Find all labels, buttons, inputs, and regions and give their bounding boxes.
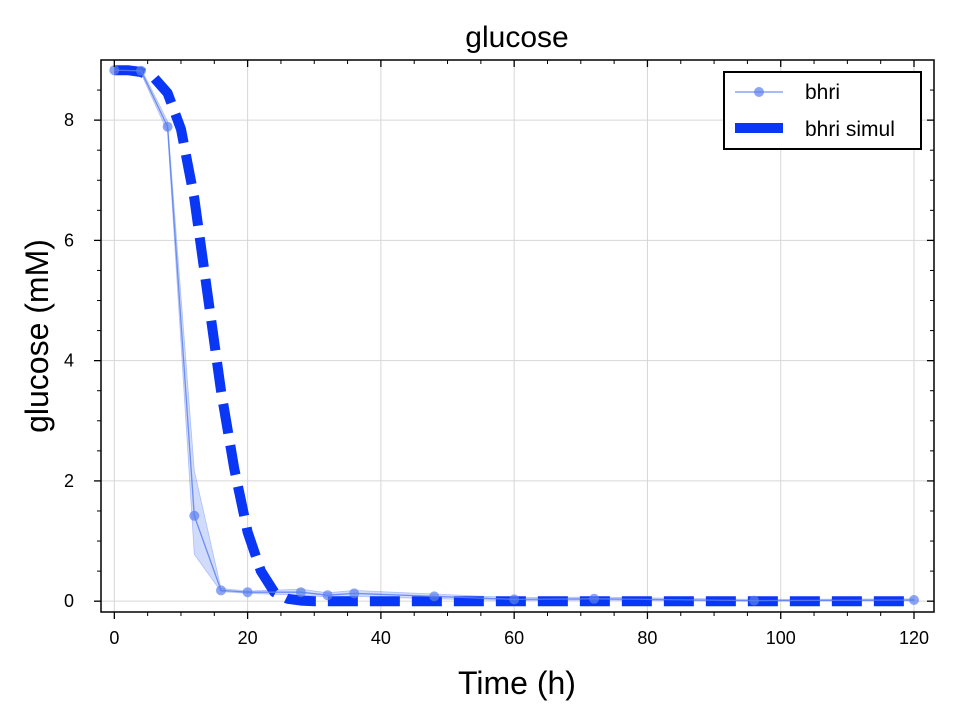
data-point-bhri [322,590,333,601]
x-tick-label: 120 [899,628,929,648]
series-layer [109,65,919,607]
data-point-bhri [109,65,120,76]
legend-box [723,71,922,150]
x-tick-label: 0 [109,628,119,648]
data-point-bhri [349,588,360,599]
data-point-bhri [509,594,520,605]
series-line-bhri [114,69,915,602]
series-line-bhri-simul [114,65,914,607]
legend-label-bhri: bhri [805,81,840,104]
y-tick-label: 2 [64,471,74,491]
data-point-bhri [162,121,173,132]
y-tick-label: 0 [64,591,74,611]
data-point-bhri [136,65,146,76]
x-tick-label: 80 [637,628,657,648]
data-point-bhri [242,587,253,598]
data-point-bhri [749,595,760,606]
x-tick-label: 100 [766,628,796,648]
data-point-bhri [189,510,200,521]
data-point-bhri [429,591,440,602]
x-tick-label: 60 [504,628,524,648]
legend-label-bhri-simul: bhri simul [805,118,895,141]
y-tick-label: 8 [64,110,74,130]
x-tick-label: 40 [371,628,391,648]
x-tick-label: 20 [238,628,258,648]
y-tick-label: 4 [64,351,74,371]
grid [101,60,934,612]
x-axis-label: Time (h) [458,665,576,701]
y-tick-label: 6 [64,230,74,250]
axis-ticks: 0 20 40 60 80 100 120 0 2 4 6 8 [64,60,934,648]
plot-frame [100,59,935,613]
legend: bhri bhri simul [723,71,922,150]
data-point-bhri [295,587,306,598]
chart-title: glucose [465,21,568,54]
y-axis-label: glucose (mM) [19,239,55,433]
data-point-bhri [589,593,600,604]
legend-marker-dot-bhri [754,87,764,97]
data-point-bhri [909,595,919,605]
data-point-bhri [216,585,226,596]
